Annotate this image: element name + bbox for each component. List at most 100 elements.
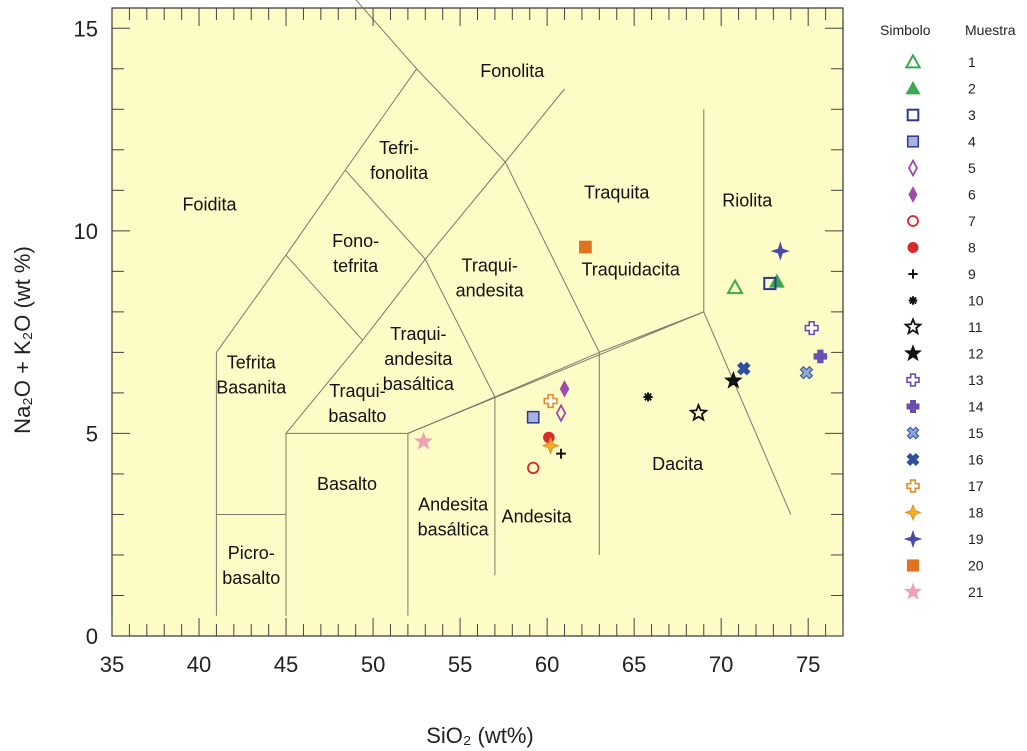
field-label-line: basáltica <box>383 374 455 394</box>
field-label: Traquidacita <box>581 259 680 279</box>
field-label: Basalto <box>317 474 377 494</box>
x-tick-label: 45 <box>274 652 298 677</box>
field-label-line: andesita <box>456 280 525 300</box>
legend-sample-label: 5 <box>968 160 976 176</box>
x-tick-label: 65 <box>622 652 646 677</box>
point-sample-17 <box>543 393 558 409</box>
field-labels: Foidita Fonolita Tefri-fonolita Fono-tefrit… <box>182 61 773 588</box>
legend-symbol-3 <box>906 108 920 122</box>
field-label-line: Fono- <box>332 231 379 251</box>
field-label-line: basalto <box>328 406 386 426</box>
legend-symbol-18 <box>904 503 922 522</box>
point-sample-14 <box>813 349 828 364</box>
field-label-line: basalto <box>222 568 280 588</box>
field-label: Tefri-fonolita <box>370 138 429 183</box>
field-label-line: Tefri- <box>379 138 419 158</box>
legend-symbol-16 <box>906 453 920 466</box>
point-sample-12 <box>724 370 743 389</box>
legend-sample-label: 6 <box>968 187 976 203</box>
point-sample-6 <box>559 380 570 398</box>
legend-sample-label: 2 <box>968 81 976 97</box>
field-label-line: Basanita <box>216 378 287 398</box>
legend-sample-label: 10 <box>968 293 984 309</box>
x-tick-label: 50 <box>361 652 385 677</box>
point-sample-1 <box>726 278 744 295</box>
point-sample-10 <box>643 392 653 402</box>
field-label-line: Foidita <box>182 195 237 215</box>
legend-sample-label: 18 <box>968 505 984 521</box>
legend-symbol-21 <box>904 582 922 600</box>
legend-sample-label: 13 <box>968 372 984 388</box>
y-tick-label: 10 <box>74 219 98 244</box>
field-label: Traqui-andesita basáltica <box>383 324 455 394</box>
field-label-line: Tefrita <box>227 353 277 373</box>
y-tick-label: 0 <box>86 624 98 649</box>
point-sample-11 <box>688 402 709 422</box>
legend-symbol-6 <box>908 186 918 203</box>
field-label: Tefrita Basanita <box>216 353 287 398</box>
boundary-line-4 <box>285 254 363 341</box>
axis-ticks: 35 40 45 50 55 60 65 70 75 0 5 10 15 <box>74 8 844 677</box>
legend-symbol-2 <box>905 80 921 95</box>
field-label-line: Traqui- <box>329 381 385 401</box>
field-label-line: andesita <box>384 349 453 369</box>
legend-sample-label: 3 <box>968 107 976 123</box>
legend-sample-label: 12 <box>968 346 984 362</box>
point-sample-7 <box>527 461 540 475</box>
field-label: Andesita <box>502 507 573 527</box>
legend-sample-label: 7 <box>968 213 976 229</box>
legend-symbol-20 <box>906 559 920 572</box>
legend-sample-label: 16 <box>968 452 984 468</box>
legend-sample-label: 8 <box>968 240 976 256</box>
point-sample-3 <box>763 276 777 291</box>
y-tick-label: 15 <box>74 16 98 41</box>
plot-background <box>111 7 844 637</box>
y-axis-title: Na₂O + K₂O (wt %) <box>10 246 35 434</box>
boundary-line-8 <box>286 311 704 434</box>
boundary-line-5 <box>344 169 600 398</box>
legend-header-symbol: Simbolo <box>880 22 931 38</box>
legend-symbol-7 <box>907 215 919 227</box>
legend-symbol-12 <box>904 344 922 362</box>
field-label-line: Riolita <box>722 191 773 211</box>
legend-sample-label: 15 <box>968 425 984 441</box>
legend-symbol-17 <box>906 479 920 493</box>
legend-sample-label: 1 <box>968 54 976 70</box>
legend-sample-label: 9 <box>968 266 976 282</box>
field-label-line: basáltica <box>418 519 490 539</box>
field-label: Fonolita <box>480 61 545 81</box>
field-label-line: fonolita <box>370 163 429 183</box>
point-sample-15 <box>799 365 814 380</box>
legend-sample-label: 14 <box>968 399 984 415</box>
x-tick-label: 35 <box>100 652 124 677</box>
x-tick-label: 40 <box>187 652 211 677</box>
boundary-line-3 <box>285 88 565 616</box>
legend-symbol-11 <box>903 317 923 336</box>
data-points <box>414 240 828 475</box>
point-sample-13 <box>804 320 819 336</box>
legend-symbol-10 <box>908 296 918 305</box>
legend-symbol-1 <box>904 53 922 69</box>
y-tick-label: 5 <box>86 421 98 446</box>
point-sample-21 <box>414 431 433 450</box>
point-sample-19 <box>770 241 791 261</box>
field-label-line: Traquita <box>584 182 650 202</box>
x-tick-label: 75 <box>796 652 820 677</box>
legend-symbol-15 <box>906 426 920 440</box>
x-tick-label: 60 <box>535 652 559 677</box>
x-tick-label: 55 <box>448 652 472 677</box>
point-sample-18 <box>541 436 560 455</box>
legend-symbol-9 <box>908 269 918 279</box>
field-boundaries <box>215 0 792 616</box>
legend: Simbolo Muestra 123456789101112131415161… <box>880 22 1016 600</box>
field-label-line: Traqui- <box>390 324 446 344</box>
point-sample-5 <box>555 403 567 423</box>
legend-symbol-13 <box>906 373 920 387</box>
legend-header-sample: Muestra <box>965 22 1016 38</box>
legend-sample-label: 4 <box>968 134 976 150</box>
field-label: Dacita <box>652 454 704 474</box>
legend-sample-label: 21 <box>968 584 984 600</box>
field-label: Traquita <box>584 182 650 202</box>
point-sample-16 <box>737 361 751 376</box>
